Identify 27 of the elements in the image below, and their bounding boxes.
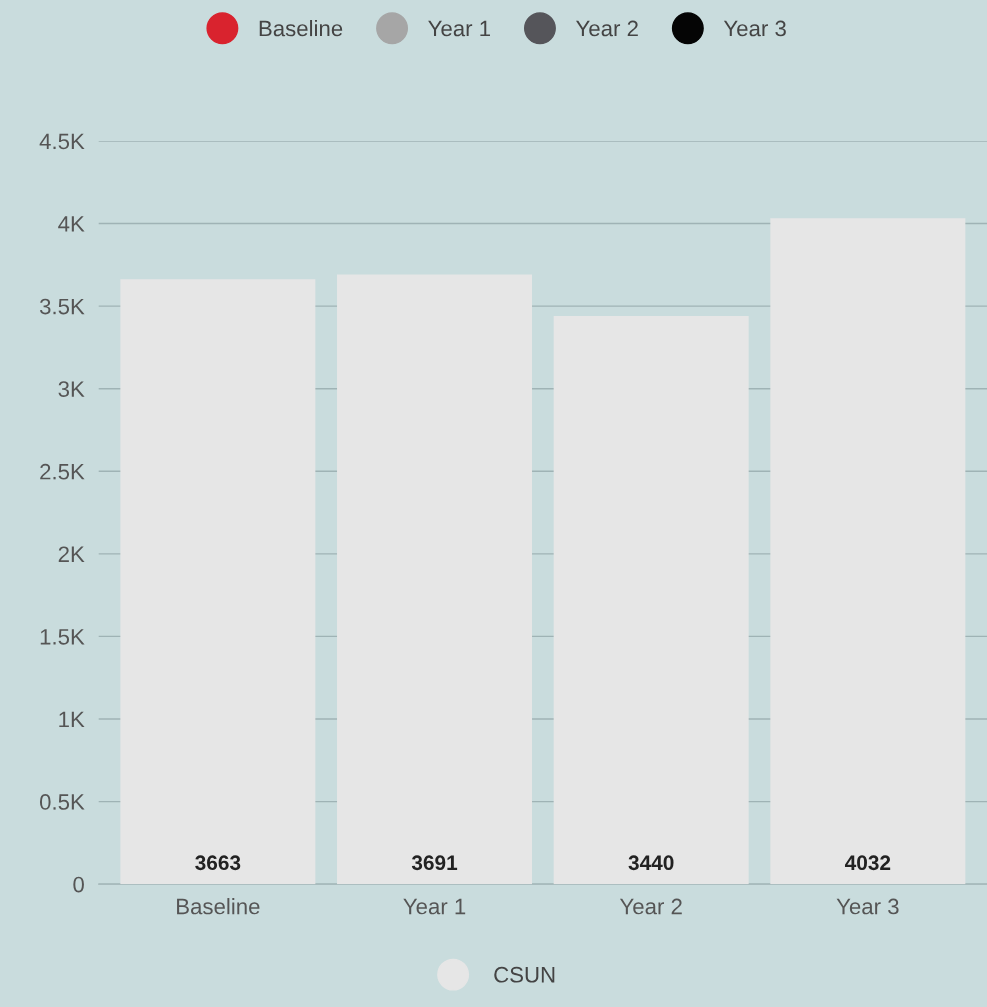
- x-tick-label: Year 3: [836, 898, 899, 915]
- y-tick-label: 3K: [58, 381, 85, 397]
- legend-label: Year 2: [576, 20, 638, 37]
- legend-label: Year 1: [428, 20, 490, 37]
- legend-label: CSUN: [494, 966, 555, 983]
- bar: [553, 316, 749, 885]
- legend-label: Year 3: [723, 20, 786, 37]
- bar: [337, 274, 533, 885]
- y-tick-label: 4K: [58, 216, 85, 232]
- x-tick-label: Baseline: [177, 898, 260, 915]
- y-tick-label: 1K: [59, 711, 85, 728]
- y-tick-label: 3.5K: [39, 298, 85, 315]
- y-tick-label: 0: [73, 876, 84, 893]
- data-label: 4032: [844, 855, 891, 871]
- x-tick-label: Year 1: [403, 898, 466, 915]
- bar: [770, 218, 966, 885]
- legend-label: Baseline: [259, 20, 343, 37]
- y-tick-label: 1.5K: [40, 629, 85, 645]
- y-tick-label: 2K: [58, 546, 85, 562]
- y-tick-label: 2.5K: [40, 463, 85, 480]
- y-tick-label: 0.5K: [39, 794, 85, 810]
- data-label: 3691: [411, 855, 458, 871]
- y-tick-label: 4.5K: [39, 133, 85, 150]
- x-tick-label: Year 2: [619, 898, 682, 915]
- data-label: 3663: [195, 855, 241, 871]
- data-label: 3440: [628, 855, 674, 871]
- bar: [120, 279, 316, 885]
